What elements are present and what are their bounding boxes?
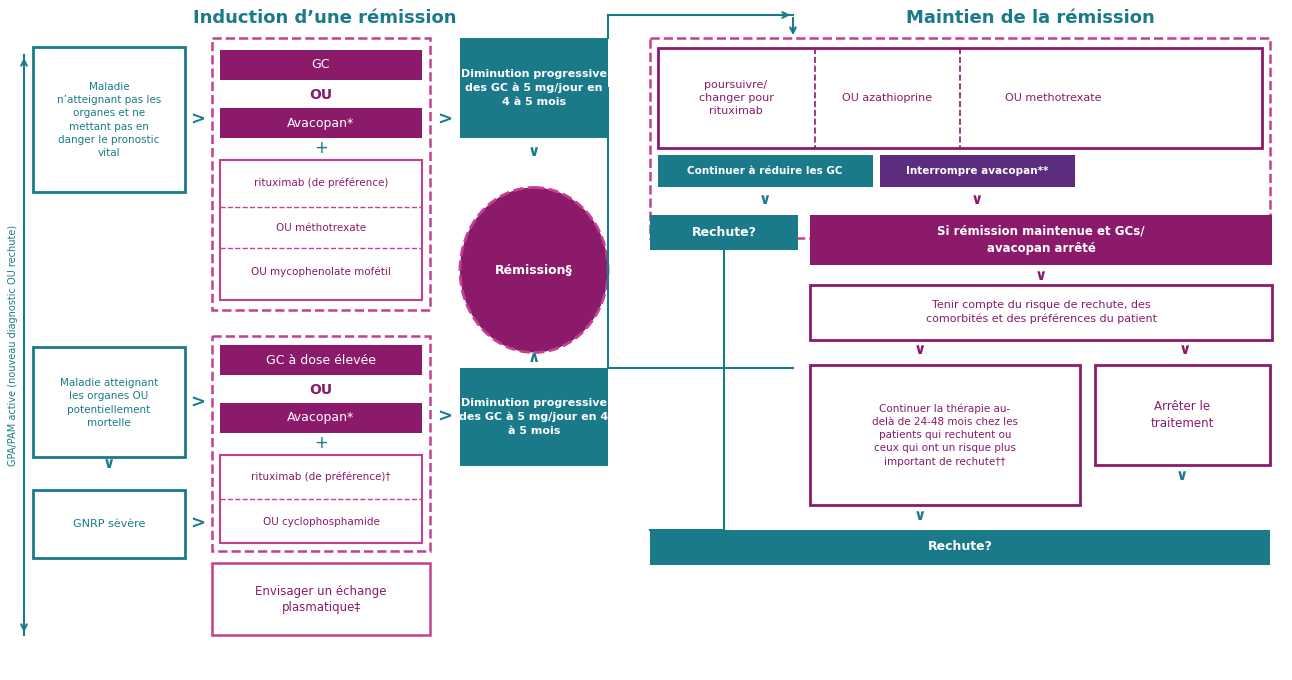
Text: Rechute?: Rechute? bbox=[691, 226, 757, 239]
Text: Maladie atteignant
les organes OU
potentiellement
mortelle: Maladie atteignant les organes OU potent… bbox=[59, 378, 158, 428]
Text: Maladie
n’atteignant pas les
organes et ne
mettant pas en
danger le pronostic
vi: Maladie n’atteignant pas les organes et … bbox=[57, 82, 162, 158]
Text: >: > bbox=[190, 515, 205, 533]
Bar bbox=[220, 108, 422, 138]
Text: OU mycophenolate mofétil: OU mycophenolate mofétil bbox=[251, 267, 391, 277]
Bar bbox=[460, 38, 609, 138]
Text: GC: GC bbox=[311, 58, 331, 71]
Text: Avacopan*: Avacopan* bbox=[287, 116, 354, 129]
Bar bbox=[34, 347, 185, 457]
Text: Diminution progressive
des GC à 5 mg/jour en
4 à 5 mois: Diminution progressive des GC à 5 mg/jou… bbox=[461, 69, 607, 107]
Text: OU methotrexate: OU methotrexate bbox=[1005, 93, 1101, 103]
Text: rituximab (de préférence)†: rituximab (de préférence)† bbox=[251, 472, 390, 482]
Text: Rémission§: Rémission§ bbox=[495, 263, 572, 277]
Text: ∨: ∨ bbox=[1178, 343, 1191, 358]
Bar bbox=[220, 50, 422, 80]
Text: ∨: ∨ bbox=[758, 192, 771, 207]
Text: ∨: ∨ bbox=[1035, 267, 1048, 282]
Text: >: > bbox=[438, 111, 452, 129]
Text: Rechute?: Rechute? bbox=[928, 541, 992, 554]
Text: Si rémission maintenue et GCs/
avacopan arrêté: Si rémission maintenue et GCs/ avacopan … bbox=[937, 225, 1145, 255]
Text: Continuer à réduire les GC: Continuer à réduire les GC bbox=[687, 166, 842, 176]
Text: ∨: ∨ bbox=[103, 456, 115, 471]
Bar bbox=[212, 38, 430, 310]
Text: ∨: ∨ bbox=[1176, 468, 1189, 483]
Text: Envisager un échange
plasmatique‡: Envisager un échange plasmatique‡ bbox=[256, 585, 386, 615]
Bar bbox=[220, 403, 422, 433]
Bar bbox=[810, 365, 1080, 505]
Bar bbox=[34, 490, 185, 558]
Bar bbox=[650, 530, 1270, 565]
Text: Arrêter le
traitement: Arrêter le traitement bbox=[1150, 400, 1213, 430]
Text: rituximab (de préférence): rituximab (de préférence) bbox=[253, 177, 388, 188]
Text: ∨: ∨ bbox=[913, 343, 926, 358]
Text: Maintien de la rémission: Maintien de la rémission bbox=[906, 9, 1154, 27]
Bar bbox=[658, 48, 1262, 148]
Bar bbox=[212, 336, 430, 551]
Text: OU méthotrexate: OU méthotrexate bbox=[276, 223, 366, 233]
Text: GNRP sèvère: GNRP sèvère bbox=[72, 519, 145, 529]
Text: OU azathioprine: OU azathioprine bbox=[842, 93, 932, 103]
Text: >: > bbox=[190, 394, 205, 412]
Bar bbox=[220, 455, 422, 543]
Text: Continuer la thérapie au-
delà de 24-48 mois chez les
patients qui rechutent ou
: Continuer la thérapie au- delà de 24-48 … bbox=[872, 403, 1018, 466]
Text: ∧: ∧ bbox=[528, 350, 540, 366]
Text: >: > bbox=[190, 111, 205, 129]
Bar bbox=[460, 368, 609, 466]
Text: ∨: ∨ bbox=[913, 507, 926, 522]
Text: OU: OU bbox=[310, 383, 332, 397]
Bar bbox=[810, 285, 1273, 340]
Ellipse shape bbox=[460, 188, 609, 352]
Bar bbox=[650, 38, 1270, 238]
Text: GPA/PAM active (nouveau diagnostic OU rechute): GPA/PAM active (nouveau diagnostic OU re… bbox=[8, 224, 18, 466]
Bar bbox=[810, 215, 1273, 265]
Bar bbox=[220, 345, 422, 375]
Text: GC à dose élevée: GC à dose élevée bbox=[266, 354, 376, 367]
Bar bbox=[34, 47, 185, 192]
Bar bbox=[220, 160, 422, 300]
Bar bbox=[658, 155, 873, 187]
Text: Avacopan*: Avacopan* bbox=[287, 411, 354, 424]
Bar bbox=[212, 563, 430, 635]
Text: poursuivre/
changer pour
rituximab: poursuivre/ changer pour rituximab bbox=[699, 80, 774, 116]
Text: Interrompre avacopan**: Interrompre avacopan** bbox=[906, 166, 1048, 176]
Text: ∨: ∨ bbox=[970, 192, 983, 207]
Text: OU: OU bbox=[310, 88, 332, 102]
Bar bbox=[650, 215, 798, 250]
Text: ∨: ∨ bbox=[528, 145, 540, 160]
Text: Tenir compte du risque de rechute, des
comorbités et des préférences du patient: Tenir compte du risque de rechute, des c… bbox=[925, 300, 1156, 324]
Text: OU cyclophosphamide: OU cyclophosphamide bbox=[262, 517, 380, 527]
Text: +: + bbox=[314, 139, 328, 157]
Text: +: + bbox=[314, 434, 328, 452]
Bar bbox=[1096, 365, 1270, 465]
Text: >: > bbox=[438, 408, 452, 426]
Text: Induction d’une rémission: Induction d’une rémission bbox=[194, 9, 457, 27]
Text: Diminution progressive
des GC à 5 mg/jour en 4
à 5 mois: Diminution progressive des GC à 5 mg/jou… bbox=[460, 398, 609, 437]
Bar bbox=[880, 155, 1075, 187]
